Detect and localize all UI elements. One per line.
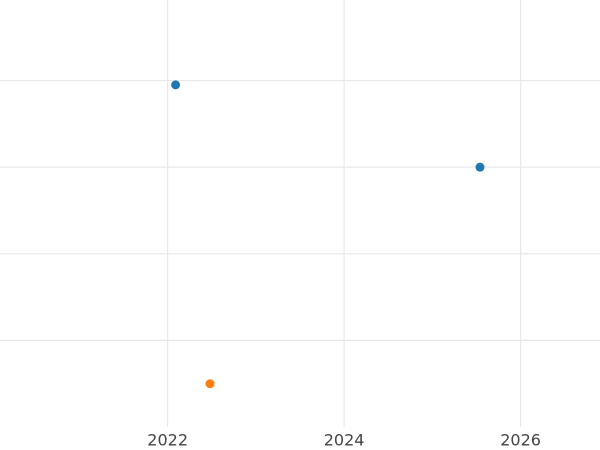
x-tick-label: 2026 [500,431,541,450]
point [171,80,181,90]
x-tick-label: 2024 [324,431,365,450]
x-tick-label: 2022 [147,431,188,450]
point [205,379,215,389]
point [475,162,485,172]
